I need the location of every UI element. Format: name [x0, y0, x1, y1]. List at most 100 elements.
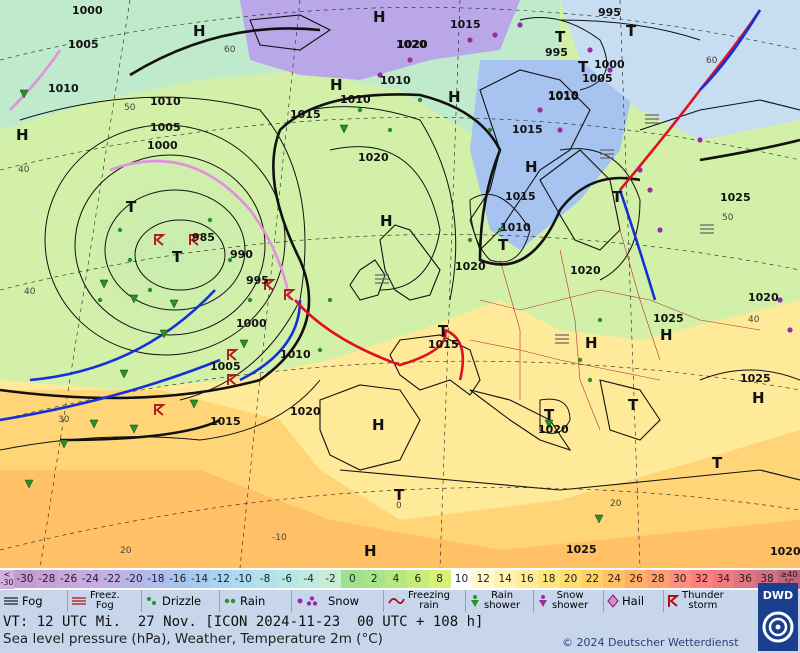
high-pressure-marker: H — [193, 22, 206, 40]
high-pressure-marker: H — [373, 8, 386, 26]
pressure-label: 1015 — [428, 338, 459, 351]
temperature-scale-cell: 8 — [428, 570, 451, 588]
temperature-scale-cell: -2 — [319, 570, 342, 588]
graticule — [0, 0, 800, 568]
dwd-swirl-icon — [762, 611, 794, 643]
map-canvas: 1000 1005 1010 1015 995 1020 1010 1005 1… — [0, 0, 800, 568]
map-subtitle: Sea level pressure (hPa), Weather, Tempe… — [3, 631, 383, 647]
pressure-label: 1005 — [210, 360, 241, 373]
high-pressure-marker: H — [752, 389, 765, 407]
low-pressure-marker: T — [438, 322, 449, 340]
pressure-label: 995 — [598, 6, 621, 19]
temperature-scale-cell: -26 — [57, 570, 80, 588]
pressure-label: 1020 — [455, 260, 486, 273]
thunderstorm-icon — [668, 595, 679, 607]
pressure-label: 1000 — [72, 4, 103, 17]
temperature-scale-cell: 0 — [341, 570, 364, 588]
snow-icon — [297, 596, 318, 606]
legend-label: Rain — [240, 594, 266, 608]
temperature-scale-cell: -22 — [101, 570, 124, 588]
temperature-scale-cell: -8 — [254, 570, 276, 588]
temperature-scale-max-value: ≥40 — [780, 570, 798, 579]
temperature-scale-cell: -14 — [188, 570, 211, 588]
cold-front — [618, 189, 657, 301]
legend-item-hail: Hail — [604, 590, 664, 612]
legend-item-drizzle: Drizzle — [142, 590, 220, 612]
hail-icon — [607, 594, 619, 608]
freezing-rain-icon — [388, 598, 405, 604]
pressure-label: 1015 — [290, 108, 321, 121]
temperature-scale-cell: 32 — [690, 570, 713, 588]
temperature-scale-min-sign: < — [3, 570, 11, 579]
temperature-scale-cell: 26 — [625, 570, 648, 588]
pressure-label: 1010 — [48, 82, 79, 95]
pressure-label: 1020 — [570, 264, 601, 277]
low-pressure-marker: T — [394, 486, 405, 504]
low-pressure-marker: T — [612, 188, 623, 206]
warm-front — [294, 299, 447, 367]
weather-legend: Fog Freez. Fog Drizzle Rain Snow Freezin… — [0, 590, 800, 612]
coastlines — [249, 14, 800, 491]
pressure-label: 1010 — [280, 348, 311, 361]
low-pressure-marker: T — [578, 58, 589, 76]
pressure-label: 1020 — [358, 151, 389, 164]
rain-shower-icon — [471, 595, 479, 607]
valid-time: VT: 12 UTC Mi. 27 Nov. [ICON 2024-11-23 … — [3, 614, 484, 630]
pressure-label: 1020 — [290, 405, 321, 418]
temperature-scale-cell: 6 — [406, 570, 429, 588]
high-pressure-marker: H — [660, 326, 673, 344]
temperature-scale-cell: 34 — [712, 570, 735, 588]
pressure-label: 1020 — [770, 545, 800, 558]
temperature-scale-cell: 16 — [516, 570, 538, 588]
warm-front — [444, 328, 465, 381]
weather-symbols-snow — [377, 22, 793, 333]
pressure-label: 1005 — [150, 121, 181, 134]
legend-label: Drizzle — [162, 594, 202, 608]
legend-label: Thunder storm — [682, 590, 724, 611]
temperature-scale-cell: 10 — [450, 570, 473, 588]
weather-fronts — [0, 9, 762, 422]
legend-label: Snow shower — [552, 590, 589, 611]
low-pressure-marker: T — [126, 198, 137, 216]
high-pressure-marker: H — [525, 158, 538, 176]
legend-item-snow-shower: Snow shower — [534, 590, 604, 612]
low-pressure-marker: T — [498, 236, 509, 254]
latitude-label: 50 — [722, 213, 734, 223]
pressure-label: 1020 — [397, 38, 428, 51]
pressure-label: 1000 — [594, 58, 625, 71]
pressure-label: 995 — [246, 274, 269, 287]
temperature-scale-cell: -28 — [35, 570, 58, 588]
low-pressure-marker: T — [555, 28, 566, 46]
pressure-label: 995 — [545, 46, 568, 59]
latitude-label: 60 — [224, 45, 236, 55]
temperature-scale-cell: 22 — [581, 570, 604, 588]
temperature-scale-cell: 30 — [668, 570, 691, 588]
temp-field-hot — [0, 470, 800, 568]
dwd-logo-text: DWD — [762, 589, 794, 602]
cold-front — [699, 9, 762, 91]
longitude-label: -10 — [272, 533, 287, 543]
graticule-labels: 60 50 40 40 30 20 20 60 50 40 0 -10 — [18, 45, 760, 556]
occluded-front — [109, 159, 292, 301]
legend-label: Hail — [622, 594, 645, 608]
latitude-label: 20 — [120, 546, 132, 556]
weather-symbols-rain — [97, 97, 603, 383]
low-pressure-marker: T — [626, 22, 637, 40]
temperature-scale-min: < -30 — [0, 570, 14, 589]
legend-label: Freezing rain — [408, 590, 450, 611]
temperature-scale-cell: -18 — [144, 570, 167, 588]
pressure-label: 1010 — [548, 89, 579, 102]
low-pressure-marker: T — [172, 248, 183, 266]
high-pressure-marker: H — [585, 334, 598, 352]
temperature-scale-unit: °C — [778, 579, 800, 587]
occluded-front — [9, 49, 62, 111]
temperature-scale-cell: -4 — [297, 570, 320, 588]
low-pressure-marker: T — [712, 454, 723, 472]
temperature-scale-cell: 4 — [385, 570, 407, 588]
temperature-scale-cell: 24 — [603, 570, 626, 588]
high-pressure-marker: H — [372, 416, 385, 434]
temperature-scale-cell: -10 — [232, 570, 255, 588]
pressure-label: 1010 — [548, 90, 579, 103]
high-pressure-marker: H — [448, 88, 461, 106]
latitude-label: 40 — [18, 165, 30, 175]
